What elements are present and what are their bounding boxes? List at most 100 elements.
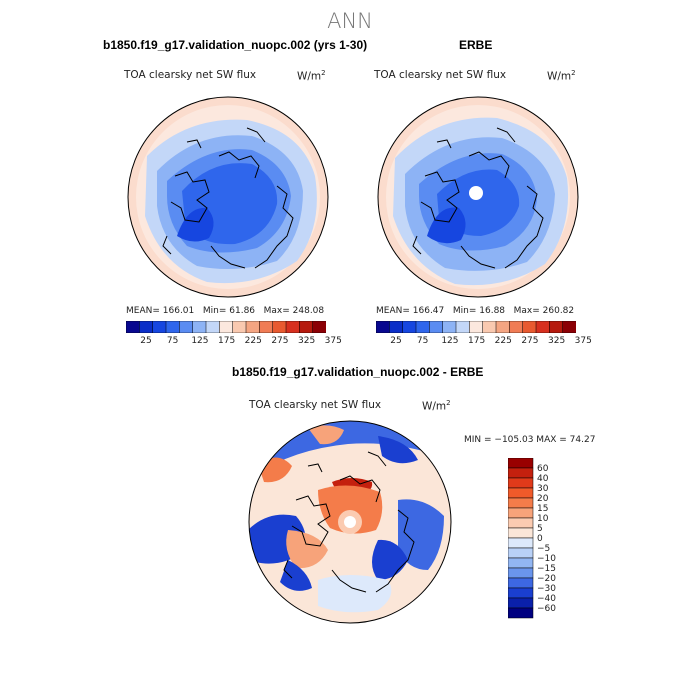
colorbar-swatch bbox=[508, 477, 534, 489]
colorbar-tick-label: 75 bbox=[416, 336, 429, 346]
colorbar-tick-label: 15 bbox=[537, 504, 548, 514]
panel-3-polar-hole bbox=[344, 516, 356, 528]
colorbar-swatch bbox=[469, 321, 484, 333]
colorbar-swatch bbox=[482, 321, 497, 333]
colorbar-swatch bbox=[299, 321, 314, 333]
colorbar-tick-label: 25 bbox=[390, 336, 402, 346]
colorbar-swatch bbox=[495, 321, 510, 333]
panel-2-subtitle: TOA clearsky net SW flux bbox=[374, 69, 507, 81]
colorbar-tick-label: −30 bbox=[537, 584, 556, 594]
panel-2-polar-hole bbox=[469, 186, 483, 200]
colorbar-tick-label: 175 bbox=[218, 336, 236, 346]
colorbar-tick-label: 5 bbox=[537, 524, 543, 534]
colorbar-swatch bbox=[152, 321, 167, 333]
colorbar-tick-label: −10 bbox=[537, 554, 556, 564]
panel-3-map bbox=[248, 420, 452, 624]
colorbar-swatch bbox=[508, 537, 534, 549]
panel-1-map bbox=[127, 96, 329, 298]
colorbar-tick-label: 40 bbox=[537, 474, 549, 484]
colorbar-swatch bbox=[508, 467, 534, 479]
colorbar-tick-label: 225 bbox=[244, 336, 262, 346]
panel-3-units: W/m2 bbox=[422, 399, 451, 413]
panel-3-stats: MIN = −105.03 MAX = 74.27 bbox=[464, 435, 596, 445]
panel-2-min-label: Min= bbox=[452, 306, 477, 316]
panel-3-coastlines bbox=[283, 451, 415, 593]
colorbar-tick-label: 175 bbox=[468, 336, 486, 346]
panel-3-map-border bbox=[248, 420, 452, 624]
colorbar-tick-label: 325 bbox=[298, 336, 316, 346]
panel-2-map-border bbox=[377, 96, 579, 298]
colorbar-swatch bbox=[192, 321, 207, 333]
panel-1-colorbar-ticks: 25 75 125 175 225 275 325 375 bbox=[126, 336, 342, 348]
colorbar-swatch bbox=[205, 321, 220, 333]
panel-1-map-border bbox=[127, 96, 329, 298]
colorbar-swatch bbox=[402, 321, 417, 333]
colorbar-tick-label: 60 bbox=[537, 464, 549, 474]
colorbar-swatch bbox=[376, 321, 390, 333]
colorbar-tick-label: 275 bbox=[521, 336, 539, 346]
colorbar-swatch bbox=[508, 547, 534, 559]
panel-3-units-base: W/m bbox=[422, 400, 447, 413]
panel-2-units-exp: 2 bbox=[571, 69, 576, 77]
colorbar-tick-label: 0 bbox=[537, 534, 543, 544]
panel-1-colorbar bbox=[126, 321, 326, 333]
panel-2-title: ERBE bbox=[459, 38, 493, 52]
colorbar-swatch bbox=[508, 597, 534, 609]
colorbar-swatch bbox=[179, 321, 194, 333]
colorbar-tick-label: 20 bbox=[537, 494, 549, 504]
panel-1-min-label: Min= bbox=[202, 306, 227, 316]
colorbar-swatch bbox=[508, 458, 534, 469]
colorbar-swatch bbox=[508, 607, 534, 619]
panel-1-mean-label: MEAN= bbox=[126, 306, 160, 316]
colorbar-swatch bbox=[232, 321, 247, 333]
panel-2-mean-label: MEAN= bbox=[376, 306, 410, 316]
panel-1-stats: MEAN= 166.01 Min= 61.86 Max= 248.08 bbox=[126, 306, 324, 316]
colorbar-tick-label: 125 bbox=[441, 336, 459, 346]
colorbar-swatch bbox=[508, 567, 534, 579]
panel-2-field-greenland bbox=[427, 207, 466, 244]
colorbar-swatch bbox=[285, 321, 300, 333]
colorbar-swatch bbox=[508, 497, 534, 509]
colorbar-swatch bbox=[508, 577, 534, 589]
panel-1-subtitle: TOA clearsky net SW flux bbox=[124, 69, 257, 81]
panel-1-title: b1850.f19_g17.validation_nuopc.002 (yrs … bbox=[103, 38, 368, 52]
panel-3-field-patch-e bbox=[280, 560, 312, 591]
colorbar-tick-label: 30 bbox=[537, 484, 549, 494]
colorbar-tick-label: 25 bbox=[140, 336, 152, 346]
colorbar-tick-label: 325 bbox=[548, 336, 566, 346]
panel-3-units-exp: 2 bbox=[446, 399, 451, 407]
colorbar-swatch bbox=[522, 321, 537, 333]
colorbar-tick-label: 10 bbox=[537, 514, 549, 524]
colorbar-tick-label: 375 bbox=[574, 336, 592, 346]
colorbar-tick-label: −60 bbox=[537, 604, 556, 614]
colorbar-swatch bbox=[389, 321, 404, 333]
panel-3-title: b1850.f19_g17.validation_nuopc.002 - ERB… bbox=[232, 365, 484, 379]
colorbar-swatch bbox=[508, 507, 534, 519]
panel-1-coastlines bbox=[162, 127, 294, 269]
colorbar-swatch bbox=[312, 321, 326, 333]
panel-3-field-east-blue bbox=[398, 499, 444, 570]
colorbar-swatch bbox=[442, 321, 457, 333]
panel-1-min-value: 61.86 bbox=[229, 306, 256, 316]
colorbar-swatch bbox=[165, 321, 180, 333]
colorbar-tick-label: 225 bbox=[494, 336, 512, 346]
colorbar-tick-label: −15 bbox=[537, 564, 556, 574]
panel-3-field-south-pale bbox=[318, 575, 392, 613]
colorbar-swatch bbox=[455, 321, 470, 333]
panel-2-map bbox=[377, 96, 579, 298]
panel-1-units: W/m2 bbox=[297, 69, 326, 83]
panel-3-field-patch-d bbox=[286, 530, 328, 569]
panel-3-field-patch-b bbox=[378, 436, 418, 464]
colorbar-tick-label: 275 bbox=[271, 336, 289, 346]
colorbar-swatch bbox=[259, 321, 274, 333]
panel-2-coastlines bbox=[412, 127, 544, 269]
panel-1-units-base: W/m bbox=[297, 70, 322, 83]
panel-2-units-base: W/m bbox=[547, 70, 572, 83]
panel-1-mean-value: 166.01 bbox=[162, 306, 195, 316]
colorbar-swatch bbox=[126, 321, 140, 333]
panel-3-field-patch-a bbox=[308, 425, 344, 445]
colorbar-swatch bbox=[508, 587, 534, 599]
panel-2-max-label: Max= bbox=[513, 306, 540, 316]
colorbar-swatch bbox=[508, 527, 534, 539]
